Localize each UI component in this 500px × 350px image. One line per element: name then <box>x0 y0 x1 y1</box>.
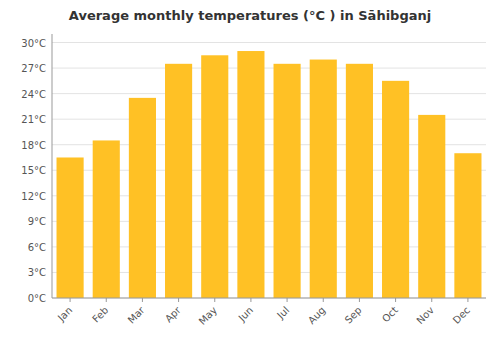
bars <box>57 51 482 298</box>
x-tick <box>467 298 468 302</box>
y-tick-label: 12°C <box>21 191 46 202</box>
y-tick-labels: 0°C 3°C 6°C 9°C 12°C 15°C 18°C 21°C 24°C 27°C 30°C <box>21 38 46 304</box>
x-tick-label: Dec <box>451 304 472 325</box>
x-tick <box>106 298 107 302</box>
x-tick <box>142 298 143 302</box>
bar <box>274 64 301 298</box>
y-tick-label: 18°C <box>21 140 46 151</box>
x-tick <box>287 298 288 302</box>
x-tick <box>70 298 71 302</box>
chart-svg: Average monthly temperatures (°C ) in Sā… <box>0 0 500 350</box>
bar <box>165 64 192 298</box>
bar <box>201 55 228 298</box>
x-tick-label: Sep <box>343 304 364 325</box>
grid-line <box>52 298 486 299</box>
x-tick-label: Apr <box>163 304 184 325</box>
chart-container: Average monthly temperatures (°C ) in Sā… <box>0 0 500 350</box>
x-tick-label: May <box>197 304 219 326</box>
y-tick-label: 24°C <box>21 89 46 100</box>
y-axis-line <box>52 34 53 298</box>
x-tick-label: Feb <box>90 304 110 324</box>
x-tick <box>431 298 432 302</box>
y-tick-label: 15°C <box>21 165 46 176</box>
y-tick-label: 3°C <box>28 267 46 278</box>
bar <box>57 157 84 298</box>
title: Average monthly temperatures (°C ) in Sā… <box>69 8 431 23</box>
x-tick-label: Mar <box>126 304 148 326</box>
bar <box>310 60 337 298</box>
y-tick-label: 27°C <box>21 63 46 74</box>
bar <box>346 64 373 298</box>
bar <box>129 98 156 298</box>
y-tick-label: 0°C <box>28 293 46 304</box>
x-tick-label: Jan <box>55 304 74 323</box>
x-tick <box>395 298 396 302</box>
x-tick-label: Aug <box>306 304 328 326</box>
x-tick-label: Jun <box>236 304 256 324</box>
x-tick-label: Jul <box>274 304 291 321</box>
x-tick <box>178 298 179 302</box>
x-axis-line <box>52 298 486 299</box>
x-tick <box>250 298 251 302</box>
bar <box>382 81 409 298</box>
grid-line <box>52 42 486 43</box>
x-tick-labels: Jan Feb Mar Apr May Jun Jul Aug Sep Oct Nov Dec <box>55 298 472 327</box>
x-tick-label: Oct <box>380 304 400 324</box>
y-tick-label: 21°C <box>21 114 46 125</box>
y-tick-label: 30°C <box>21 38 46 49</box>
x-tick <box>323 298 324 302</box>
x-tick <box>214 298 215 302</box>
y-tick-label: 6°C <box>28 242 46 253</box>
y-tick-label: 9°C <box>28 216 46 227</box>
bar <box>237 51 264 298</box>
y-grid <box>52 43 486 298</box>
bar <box>454 153 481 298</box>
x-tick <box>359 298 360 302</box>
grid-line <box>52 93 486 94</box>
x-tick-label: Nov <box>414 304 436 326</box>
bar <box>93 140 120 298</box>
bar <box>418 115 445 298</box>
grid-line <box>52 68 486 69</box>
